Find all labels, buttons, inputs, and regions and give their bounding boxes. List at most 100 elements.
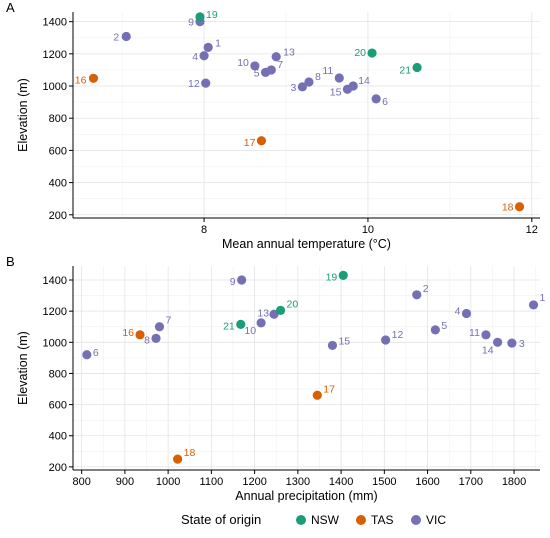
y-tick-label: 400 [49, 178, 67, 190]
y-tick-label: 400 [49, 431, 67, 443]
point-18 [514, 202, 525, 212]
point-label-7: 7 [165, 315, 171, 327]
y-tick-label: 800 [49, 368, 67, 380]
point-7 [154, 322, 165, 332]
point-10 [256, 318, 266, 328]
point-label-14: 14 [482, 344, 494, 356]
legend-label-tas: TAS [371, 513, 393, 527]
panel-label: B [6, 254, 15, 269]
legend-swatch-nsw [296, 515, 306, 525]
point-18 [173, 454, 183, 464]
y-tick-label: 200 [49, 462, 67, 474]
point-label-13: 13 [283, 47, 295, 59]
point-label-3: 3 [519, 338, 525, 350]
point-9 [237, 275, 247, 285]
point-label-7: 7 [277, 59, 283, 71]
y-tick-label: 1400 [43, 275, 67, 287]
point-2 [121, 31, 131, 42]
point-label-2: 2 [113, 31, 119, 43]
point-label-13: 13 [257, 307, 269, 319]
y-tick-label: 600 [49, 145, 67, 157]
point-label-8: 8 [315, 71, 321, 83]
point-label-21: 21 [223, 320, 235, 332]
point-8 [304, 77, 314, 87]
x-tick-label: 10 [362, 224, 374, 236]
point-label-19: 19 [326, 271, 338, 283]
point-label-18: 18 [184, 447, 196, 459]
point-label-21: 21 [399, 65, 411, 77]
x-tick-label: 1200 [242, 476, 266, 488]
point-17 [256, 136, 267, 146]
point-21 [412, 62, 422, 73]
point-6 [371, 94, 381, 104]
x-tick-label: 900 [116, 476, 134, 488]
grid [73, 12, 540, 218]
y-tick-label: 800 [49, 113, 67, 125]
point-label-15: 15 [338, 335, 350, 347]
point-1 [203, 42, 213, 53]
point-12 [201, 78, 211, 88]
point-3 [507, 338, 517, 348]
legend-title: State of origin [181, 512, 261, 527]
point-label-5: 5 [441, 320, 447, 332]
point-6 [82, 350, 92, 360]
point-17 [312, 390, 322, 400]
x-tick-label: 1100 [200, 476, 224, 488]
point-19 [195, 12, 205, 22]
point-20 [275, 305, 286, 315]
x-tick-label: 1000 [156, 476, 180, 488]
point-14 [493, 337, 503, 347]
legend-label-nsw: NSW [311, 513, 340, 527]
point-label-1: 1 [540, 292, 546, 304]
y-tick-label: 1000 [43, 337, 67, 349]
y-tick-label: 1200 [43, 306, 67, 318]
y-axis-title: Elevation (m) [16, 78, 30, 152]
point-16 [135, 330, 145, 340]
point-13 [271, 52, 281, 62]
x-tick-label: 1700 [459, 476, 483, 488]
point-label-19: 19 [206, 9, 218, 21]
point-label-16: 16 [75, 74, 87, 86]
point-16 [88, 73, 99, 83]
point-label-10: 10 [244, 325, 256, 337]
point-label-10: 10 [237, 57, 249, 69]
point-label-2: 2 [423, 283, 429, 295]
panel-label: A [6, 0, 15, 15]
x-tick-label: 1500 [372, 476, 396, 488]
point-11 [481, 330, 491, 340]
point-12 [381, 335, 391, 345]
point-20 [367, 48, 377, 58]
point-label-16: 16 [122, 327, 134, 339]
point-7 [266, 65, 276, 75]
y-tick-label: 1400 [43, 17, 67, 29]
x-tick-label: 1800 [502, 476, 526, 488]
point-label-18: 18 [502, 202, 514, 214]
grid [73, 266, 540, 470]
legend-label-vic: VIC [426, 513, 446, 527]
point-label-20: 20 [354, 47, 366, 59]
point-label-11: 11 [469, 327, 480, 339]
point-label-5: 5 [254, 67, 260, 79]
point-label-9: 9 [230, 276, 236, 288]
x-axis-title: Annual precipitation (mm) [235, 489, 377, 503]
legend: State of origin NSW TAS VIC [181, 512, 446, 527]
x-tick-label: 1300 [286, 476, 310, 488]
x-axis-title: Mean annual temperature (°C) [222, 237, 391, 251]
point-label-14: 14 [358, 75, 370, 87]
x-tick-label: 800 [72, 476, 90, 488]
point-label-20: 20 [287, 298, 299, 310]
point-11 [334, 73, 344, 83]
point-label-12: 12 [188, 78, 200, 90]
point-19 [338, 270, 348, 280]
point-label-4: 4 [455, 305, 461, 317]
point-label-1: 1 [215, 37, 221, 49]
point-label-15: 15 [330, 86, 342, 98]
point-5 [430, 325, 440, 335]
point-label-11: 11 [322, 65, 333, 77]
point-label-4: 4 [192, 51, 198, 63]
